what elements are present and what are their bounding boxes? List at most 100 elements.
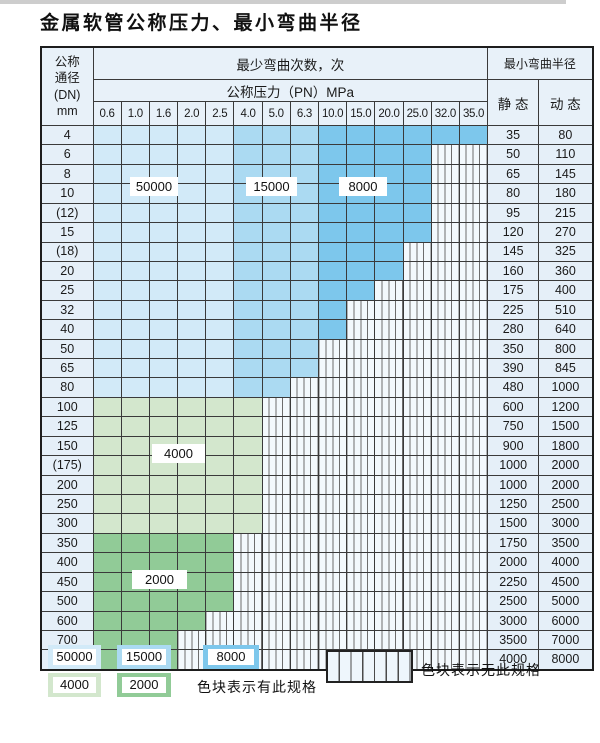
spec-cell: [177, 552, 207, 573]
spec-cell: [177, 319, 207, 340]
no-spec-cell: [317, 416, 348, 437]
no-spec-cell: [346, 474, 376, 496]
no-spec-cell: [346, 299, 376, 321]
no-spec-cell: [430, 455, 460, 476]
no-spec-cell: [374, 319, 404, 340]
spec-cell: [92, 571, 122, 593]
no-spec-cell: [317, 396, 348, 418]
pressure-value-header: 1.0: [120, 101, 150, 126]
spec-cell: [120, 494, 150, 515]
no-spec-cell: [346, 319, 376, 340]
no-spec-cell: [430, 416, 460, 437]
dynamic-value-cell: 2000: [538, 474, 594, 496]
table-row: 150 900 1800: [40, 435, 594, 457]
no-spec-cell: [458, 163, 489, 185]
spec-cell: [92, 416, 122, 437]
spec-cell: [120, 124, 150, 146]
spec-cell: [148, 591, 179, 612]
spec-cell: [402, 202, 432, 224]
dynamic-value-cell: 2000: [538, 455, 594, 476]
dynamic-value-cell: 270: [538, 222, 594, 243]
no-spec-cell: [458, 299, 489, 321]
no-spec-cell: [261, 610, 291, 631]
pressure-value-header: 6.3: [289, 101, 320, 126]
spec-cell: [402, 222, 432, 243]
no-spec-cell: [402, 474, 432, 496]
no-spec-cell: [458, 222, 489, 243]
no-spec-cell: [261, 513, 291, 534]
table-row: 40 280 640: [40, 319, 594, 340]
spec-cell: [120, 319, 150, 340]
static-value-cell: 120: [487, 222, 540, 243]
no-spec-cell: [261, 455, 291, 476]
spec-cell: [120, 241, 150, 262]
static-value-cell: 280: [487, 319, 540, 340]
no-spec-cell: [317, 571, 348, 593]
no-spec-cell: [430, 299, 460, 321]
dynamic-value-cell: 325: [538, 241, 594, 262]
dynamic-value-cell: 1000: [538, 377, 594, 398]
dn-cell: 15: [40, 222, 94, 243]
dynamic-value-cell: 1500: [538, 416, 594, 437]
spec-cell: [346, 260, 376, 282]
spec-cell: [120, 455, 150, 476]
legend-no-spec-text: 色块表示无此规格: [421, 662, 541, 678]
no-spec-cell: [458, 260, 489, 282]
table-row: 15 120 270: [40, 222, 594, 243]
dn-cell: 8: [40, 163, 94, 185]
spec-cell: [402, 144, 432, 165]
no-spec-cell: [458, 280, 489, 301]
dn-cell: 32: [40, 299, 94, 321]
legend-swatch-50000: 50000: [48, 645, 101, 669]
spec-cell: [317, 144, 348, 165]
spec-cell: [317, 241, 348, 262]
no-spec-cell: [374, 280, 404, 301]
dynamic-value-cell: 510: [538, 299, 594, 321]
no-spec-cell: [317, 552, 348, 573]
pressure-value-header: 5.0: [261, 101, 291, 126]
spec-cell: [148, 260, 179, 282]
static-value-cell: 3500: [487, 629, 540, 651]
scan-edge-strip: [0, 0, 566, 4]
no-spec-cell: [402, 260, 432, 282]
spec-cell: [120, 610, 150, 631]
table-row: 350 1750 3500: [40, 532, 594, 554]
spec-cell: [289, 241, 320, 262]
spec-cell: [92, 260, 122, 282]
spec-cell: [120, 260, 150, 282]
table-row: 450 2250 4500: [40, 571, 594, 593]
static-value-cell: 1250: [487, 494, 540, 515]
no-spec-cell: [402, 591, 432, 612]
spec-cell: [92, 280, 122, 301]
table-row: 500 2500 5000: [40, 591, 594, 612]
spec-cell: [205, 144, 235, 165]
no-spec-cell: [430, 513, 460, 534]
spec-cell: [289, 124, 320, 146]
dn-cell: 6: [40, 144, 94, 165]
no-spec-cell: [458, 241, 489, 262]
static-value-cell: 350: [487, 338, 540, 360]
no-spec-cell: [261, 396, 291, 418]
spec-cell: [289, 299, 320, 321]
dynamic-value-cell: 5000: [538, 591, 594, 612]
dynamic-value-cell: 6000: [538, 610, 594, 631]
spec-cell: [205, 532, 235, 554]
no-spec-cell: [346, 629, 376, 651]
no-spec-cell: [346, 494, 376, 515]
no-spec-cell: [430, 260, 460, 282]
no-spec-cell: [177, 649, 207, 671]
legend-swatch-label: 2000: [122, 677, 166, 693]
spec-cell: [261, 377, 291, 398]
cycles-label-15000: 15000: [246, 177, 297, 196]
no-spec-cell: [430, 532, 460, 554]
no-spec-cell: [374, 416, 404, 437]
no-spec-cell: [458, 552, 489, 573]
spec-cell: [177, 494, 207, 515]
no-spec-cell: [374, 591, 404, 612]
spec-cell: [148, 416, 179, 437]
spec-cell: [148, 144, 179, 165]
no-spec-cell: [346, 610, 376, 631]
spec-cell: [92, 299, 122, 321]
no-spec-cell: [289, 591, 320, 612]
